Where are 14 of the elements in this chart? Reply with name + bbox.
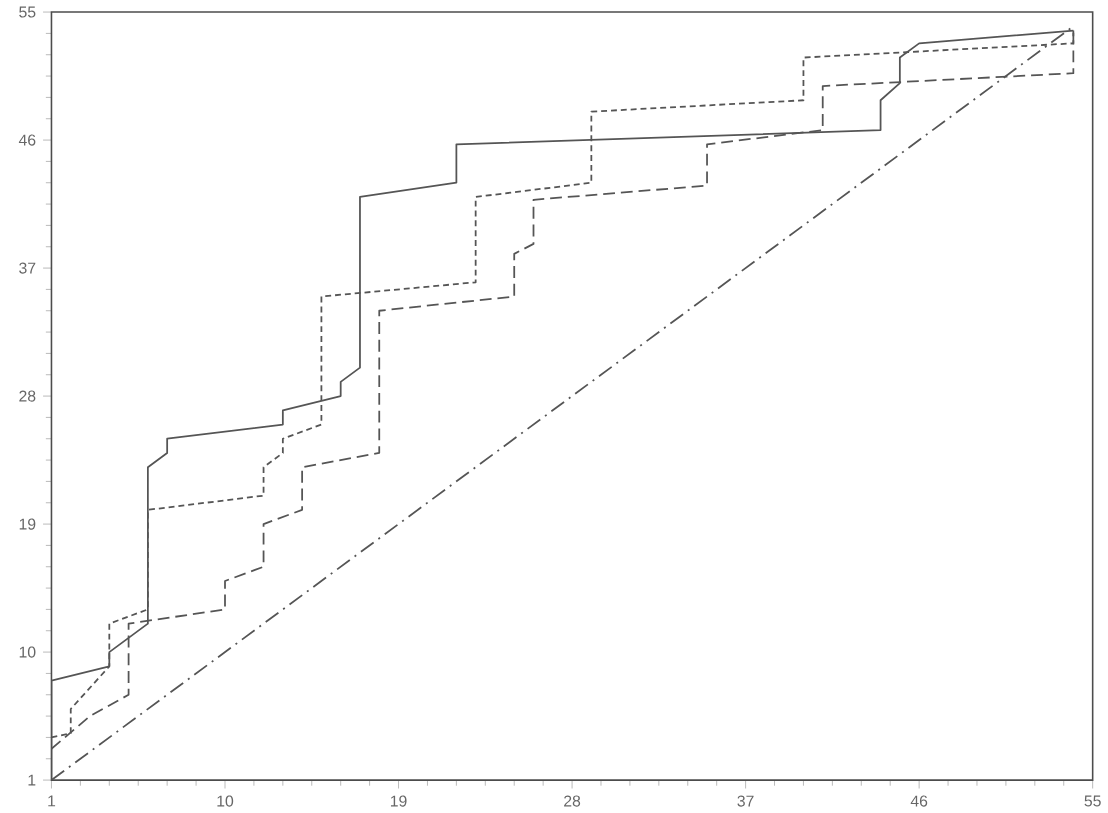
x-tick-label: 37	[737, 795, 754, 807]
y-tick-label: 19	[19, 518, 36, 530]
x-tick-label: 10	[217, 795, 234, 807]
x-tick-label: 46	[910, 795, 928, 807]
y-tick-label: 46	[18, 134, 36, 146]
y-tick-label: 28	[19, 390, 36, 402]
x-tick-label: 1	[48, 795, 56, 807]
y-tick-label: 37	[19, 262, 36, 274]
x-tick-label: 55	[1084, 795, 1101, 807]
y-tick-label: 10	[19, 646, 36, 658]
y-tick-label: 55	[19, 6, 36, 18]
y-tick-label: 1	[28, 774, 36, 786]
x-tick-label: 19	[390, 795, 407, 807]
x-tick-label: 28	[564, 795, 581, 807]
